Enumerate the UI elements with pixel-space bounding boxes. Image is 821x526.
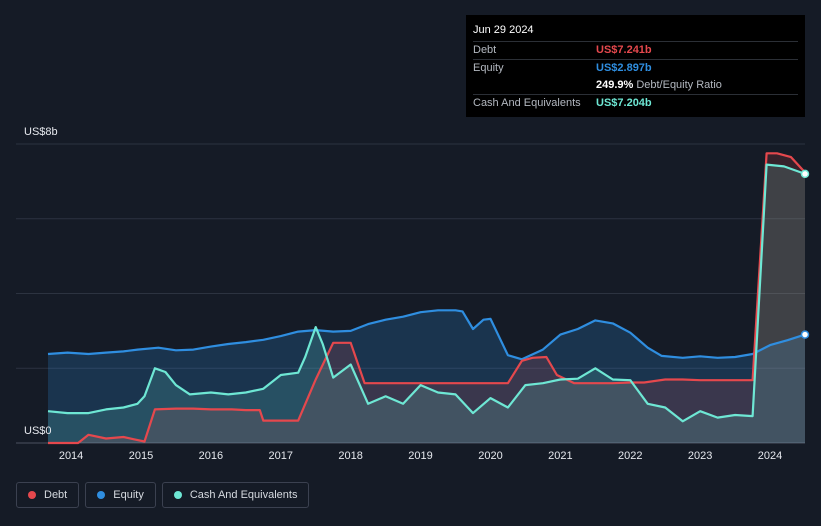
tooltip-ratio-value: 249.9%: [596, 79, 634, 91]
legend-debt-dot-icon: [28, 491, 36, 499]
tooltip-cash-row: Cash And Equivalents US$7.204b: [473, 94, 798, 112]
x-tick-label: 2016: [198, 450, 224, 462]
x-tick-label: 2019: [408, 450, 433, 462]
tooltip-debt-value: US$7.241b: [596, 44, 652, 56]
legend-equity-label: Equity: [113, 489, 144, 501]
equity-end-marker: [800, 330, 810, 339]
legend-cash-dot-icon: [173, 491, 182, 499]
tooltip: Jun 29 2024 Debt US$7.241b Equity US$2.8…: [466, 15, 805, 117]
tooltip-equity-row: Equity US$2.897b: [473, 59, 798, 77]
chart-areas: [48, 153, 805, 444]
debt-line: [48, 152, 806, 445]
tooltip-cash-label: Cash And Equivalents: [473, 97, 581, 109]
legend-cash-toggle[interactable]: Cash And Equivalents: [161, 482, 310, 508]
x-tick-label: 2015: [128, 450, 154, 462]
tooltip-date: Jun 29 2024: [473, 24, 534, 36]
debt-area: [48, 153, 805, 444]
x-tick-label: 2021: [548, 450, 573, 462]
tooltip-ratio-row: 249.9% Debt/Equity Ratio: [473, 77, 798, 94]
x-tick-label: 2023: [687, 450, 713, 462]
tooltip-equity-value: US$2.897b: [596, 62, 652, 74]
tooltip-equity-label: Equity: [473, 62, 504, 74]
cash-area: [48, 164, 805, 443]
chart-lines: [47, 152, 806, 445]
legend-equity-toggle[interactable]: Equity: [85, 482, 156, 508]
tooltip-cash-value: US$7.204b: [596, 97, 652, 109]
x-tick-label: 2022: [618, 450, 643, 462]
equity-line: [47, 309, 806, 361]
tooltip-debt-row: Debt US$7.241b: [473, 41, 798, 59]
x-tick-label: 2017: [268, 450, 293, 462]
legend-debt-label: Debt: [44, 489, 68, 501]
chart-legend: Debt Equity Cash And Equivalents: [16, 482, 310, 510]
chart-markers: [800, 169, 810, 339]
cash-end-marker: [800, 169, 810, 179]
x-tick-label: 2024: [757, 450, 783, 462]
y-axis-min-label: US$0: [24, 425, 52, 437]
chart-grid: [16, 143, 805, 444]
legend-equity-dot-icon: [97, 491, 106, 499]
x-tick-label: 2018: [338, 450, 363, 462]
tooltip-debt-label: Debt: [473, 44, 497, 56]
cash-line: [47, 163, 806, 423]
legend-cash-label: Cash And Equivalents: [189, 489, 298, 501]
legend-debt-toggle[interactable]: Debt: [16, 482, 80, 508]
y-axis-max-label: US$8b: [24, 126, 58, 138]
tooltip-ratio-label: Debt/Equity Ratio: [636, 79, 722, 91]
x-tick-label: 2020: [478, 450, 503, 462]
x-tick-label: 2014: [58, 450, 84, 462]
